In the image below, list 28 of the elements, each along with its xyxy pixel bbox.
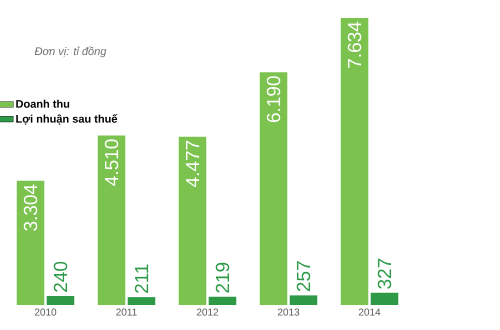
x-tick-label: 2013 <box>278 308 300 316</box>
data-label: 7.634 <box>348 22 362 68</box>
bar <box>16 180 44 305</box>
bar <box>260 72 288 305</box>
data-label: 257 <box>296 261 310 292</box>
data-label: 3.304 <box>24 184 38 231</box>
data-label: 240 <box>54 262 68 292</box>
data-label: 327 <box>378 258 392 289</box>
legend-label: Doanh thu <box>16 100 70 108</box>
bar <box>340 18 368 305</box>
legend-label: Lợi nhuận sau thuế <box>16 114 118 125</box>
x-tick-label: 2012 <box>196 308 218 316</box>
bar <box>178 136 206 305</box>
data-label: 4.510 <box>104 139 118 186</box>
bar <box>370 292 398 305</box>
bar <box>98 135 126 305</box>
data-label: 211 <box>134 264 148 293</box>
bar <box>290 295 318 305</box>
data-label: 4.477 <box>186 140 200 187</box>
x-tick-label: 2010 <box>34 308 56 316</box>
text: Đơn vị: tỉ đồng <box>34 46 106 58</box>
bar <box>46 296 74 305</box>
bar <box>208 296 236 305</box>
bar <box>128 297 156 305</box>
x-tick-label: 2011 <box>116 308 137 316</box>
x-tick-label: 2014 <box>358 308 380 316</box>
data-label: 6.190 <box>266 76 280 122</box>
data-label: 219 <box>216 262 230 293</box>
